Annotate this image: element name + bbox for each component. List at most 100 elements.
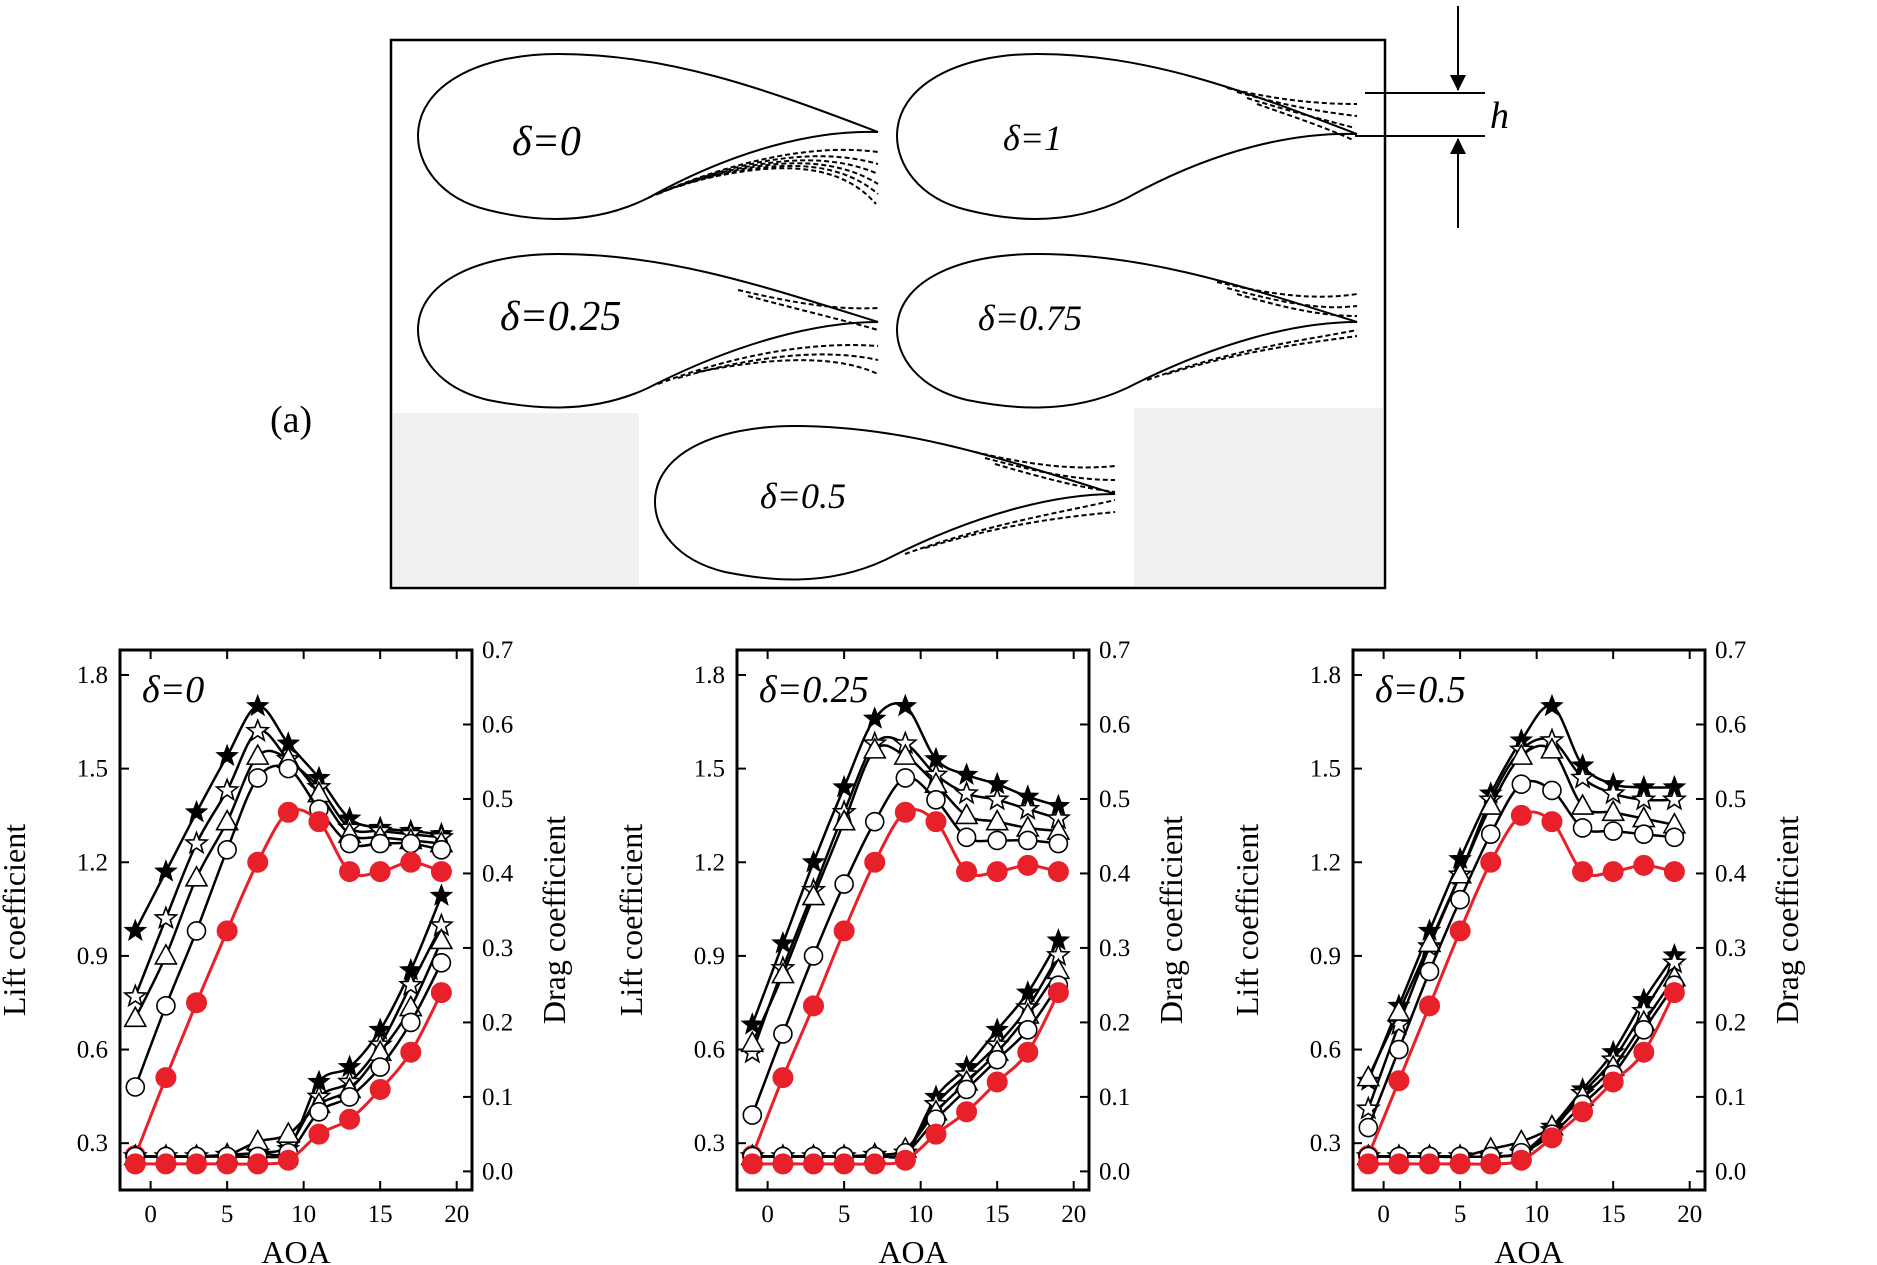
lift-point-red-circle (155, 1067, 177, 1089)
lift-point-filled-star (740, 1012, 765, 1035)
lift-point-red-circle (308, 811, 330, 833)
drag-point-open-circle (309, 1101, 329, 1122)
lift-point-filled-star (832, 774, 856, 798)
lift-point-filled-star (123, 918, 148, 941)
lift-series-open-triangle (740, 737, 1071, 1053)
y-tick-label-right: 0.1 (482, 1084, 513, 1111)
lift-point-open-circle (431, 839, 452, 860)
lift-point-filled-star (893, 693, 918, 717)
drag-point-red-circle (400, 1041, 422, 1063)
airfoil-row2-left (416, 252, 879, 409)
drag-point-red-circle (430, 982, 452, 1004)
lift-point-open-circle (1664, 827, 1685, 848)
lift-point-open-triangle (245, 743, 270, 765)
lift-point-open-circle (987, 830, 1007, 851)
x-tick-label: 15 (1601, 1201, 1626, 1228)
y-axis-title-right: Drag coefficient (1153, 816, 1189, 1024)
lift-point-open-circle (1480, 824, 1501, 844)
panel-label: δ=0 (142, 669, 204, 711)
plot-area (1355, 693, 1688, 1175)
lift-point-open-triangle (184, 865, 209, 887)
y-tick-label-left: 1.5 (77, 756, 108, 783)
y-axis-title-left: Lift coefficient (1229, 824, 1265, 1016)
y-tick-label-left: 1.8 (694, 662, 725, 689)
y-tick-label-right: 0.2 (482, 1009, 513, 1036)
lift-point-open-triangle (215, 809, 239, 831)
airfoil-outline (653, 424, 1116, 581)
plot-frame (735, 648, 1091, 1192)
y-tick-label-right: 0.3 (1099, 935, 1130, 962)
x-tick-label: 15 (985, 1201, 1010, 1228)
lift-point-filled-star (862, 706, 887, 729)
drag-point-red-circle (124, 1153, 146, 1175)
x-tick-label: 0 (1377, 1201, 1390, 1228)
plot-area (122, 693, 455, 1175)
lift-point-open-circle (1358, 1117, 1379, 1138)
drag-point-red-circle (369, 1078, 391, 1100)
y-axis-title-left: Lift coefficient (0, 824, 32, 1016)
lift-curve-open-triangle (134, 749, 442, 1019)
x-axis-title: AOA (878, 1234, 947, 1265)
lift-point-open-triangle (1356, 1064, 1381, 1087)
lift-point-open-circle (278, 758, 299, 779)
y-tick-label-right: 0.4 (1099, 860, 1131, 887)
lift-point-open-triangle (1478, 793, 1503, 815)
drag-point-red-circle (1047, 982, 1069, 1004)
lift-point-open-triangle (740, 1030, 765, 1053)
y-tick-label-left: 1.5 (1310, 756, 1341, 783)
drag-point-red-circle (247, 1153, 269, 1175)
drag-point-red-circle (833, 1153, 855, 1175)
lift-point-open-circle (370, 833, 390, 854)
flap-deflection-lines (647, 148, 879, 205)
x-tick-label: 5 (838, 1201, 851, 1228)
lift-point-red-circle (1480, 851, 1502, 873)
y-tick-label-left: 1.2 (1310, 849, 1341, 876)
drag-point-red-circle (772, 1153, 794, 1175)
y-tick-label-left: 0.3 (694, 1130, 725, 1157)
lift-point-open-circle (834, 874, 854, 894)
y-tick-label-right: 0.5 (1715, 786, 1746, 813)
flap-deflection-lines (904, 451, 1116, 555)
drag-point-red-circle (864, 1153, 886, 1175)
airfoil-outline (895, 252, 1358, 409)
lift-point-open-triangle (985, 809, 1010, 831)
x-tick-label: 5 (221, 1201, 234, 1228)
drag-point-red-circle (277, 1149, 299, 1171)
airfoil-outline (416, 52, 879, 221)
drag-point-red-circle (925, 1123, 947, 1145)
lift-point-filled-star (1540, 693, 1564, 717)
lift-point-open-star (1386, 1011, 1412, 1036)
lift-point-open-triangle (862, 737, 887, 759)
y-tick-label-left: 0.3 (1310, 1130, 1341, 1157)
plot-area (739, 693, 1072, 1175)
lift-series-open-circle (1358, 774, 1685, 1138)
lift-point-open-circle (1542, 780, 1562, 801)
lift-point-open-star (1631, 786, 1657, 811)
lift-point-red-circle (986, 861, 1008, 883)
lift-point-open-star (1569, 764, 1596, 789)
panel-label: δ=0.5 (1375, 669, 1466, 711)
lift-point-open-circle (895, 768, 916, 788)
airfoil-row1-right (895, 52, 1358, 221)
lift-point-open-circle (803, 946, 824, 966)
y-tick-label-right: 0.7 (1715, 637, 1746, 664)
dimension-h-marker (1355, 6, 1485, 228)
x-tick-label: 20 (1061, 1201, 1086, 1228)
aoa-charts: 0 5 10 15 20 0.3 0.6 0.9 1.2 1.5 1.8 0.0 0.1 0.2 0.3 0.… (0, 637, 1805, 1265)
x-axis-title: AOA (1494, 1234, 1563, 1265)
x-tick-label: 20 (1677, 1201, 1702, 1228)
chart-panel-3: 0 5 10 15 20 0.3 0.6 0.9 1.2 1.5 1.8 0.0 0.1 0.2 0.3 0.… (1229, 637, 1805, 1265)
drag-point-red-circle (1602, 1071, 1624, 1093)
airfoil-schematic: δ=0 δ=1 δ=0.25 δ=0.75 δ=0.5 (270, 6, 1509, 590)
lift-point-open-star (953, 780, 980, 805)
y-tick-label-left: 0.9 (77, 943, 108, 970)
lift-point-open-circle (400, 833, 421, 854)
drag-point-red-circle (986, 1071, 1008, 1093)
y-tick-label-right: 0.3 (482, 935, 513, 962)
y-tick-label-right: 0.1 (1715, 1084, 1746, 1111)
lift-point-open-circle (956, 827, 977, 848)
x-tick-label: 0 (761, 1201, 774, 1228)
lift-point-red-circle (803, 995, 825, 1017)
drag-curve-open-star (752, 954, 1060, 1159)
